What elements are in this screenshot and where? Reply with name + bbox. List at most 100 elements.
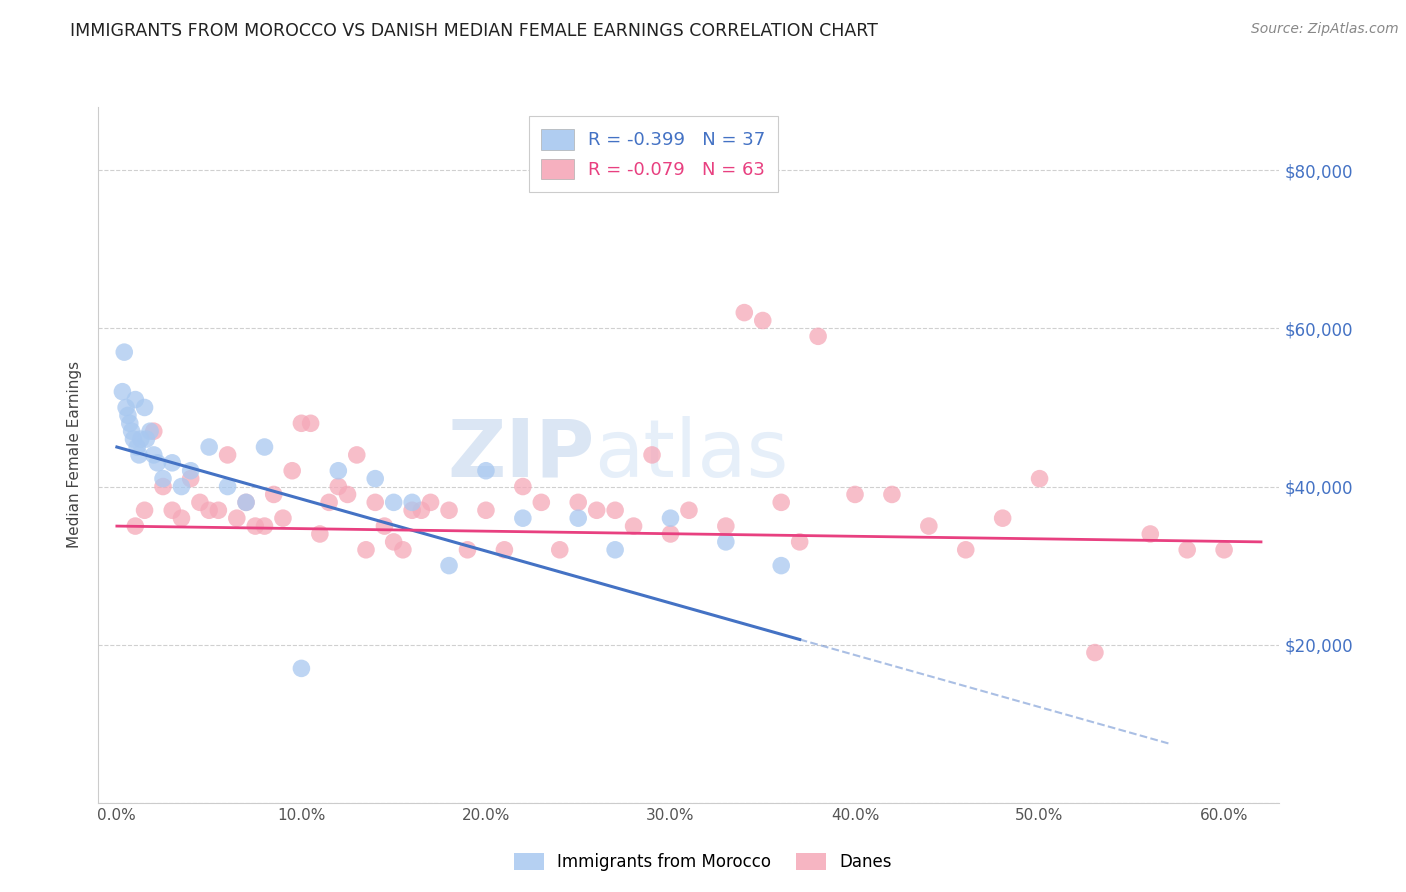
- Point: [180, 464, 202, 478]
- Point: [437, 503, 460, 517]
- Point: [1028, 472, 1050, 486]
- Point: [135, 432, 157, 446]
- Point: [336, 487, 359, 501]
- Point: [217, 479, 239, 493]
- Point: [263, 487, 285, 501]
- Point: [530, 495, 553, 509]
- Point: [290, 661, 312, 675]
- Text: atlas: atlas: [595, 416, 789, 494]
- Point: [751, 313, 773, 327]
- Point: [1175, 542, 1198, 557]
- Point: [789, 535, 811, 549]
- Point: [124, 519, 146, 533]
- Point: [955, 542, 977, 557]
- Point: [548, 542, 571, 557]
- Point: [364, 495, 387, 509]
- Point: [918, 519, 941, 533]
- Point: [121, 424, 143, 438]
- Point: [411, 503, 433, 517]
- Point: [290, 417, 312, 431]
- Point: [770, 495, 793, 509]
- Point: [364, 472, 387, 486]
- Point: [1213, 542, 1236, 557]
- Point: [162, 456, 183, 470]
- Point: [134, 503, 156, 517]
- Point: [807, 329, 830, 343]
- Point: [585, 503, 607, 517]
- Point: [659, 511, 682, 525]
- Point: [623, 519, 645, 533]
- Point: [346, 448, 368, 462]
- Point: [235, 495, 257, 509]
- Point: [152, 472, 174, 486]
- Point: [475, 503, 498, 517]
- Point: [678, 503, 700, 517]
- Point: [419, 495, 441, 509]
- Point: [844, 487, 866, 501]
- Point: [567, 511, 589, 525]
- Point: [991, 511, 1014, 525]
- Point: [170, 511, 193, 525]
- Legend: R = -0.399   N = 37, R = -0.079   N = 63: R = -0.399 N = 37, R = -0.079 N = 63: [529, 116, 779, 192]
- Point: [770, 558, 793, 573]
- Point: [112, 345, 135, 359]
- Point: [129, 432, 152, 446]
- Point: [733, 305, 755, 319]
- Point: [124, 392, 146, 407]
- Point: [714, 535, 737, 549]
- Point: [245, 519, 267, 533]
- Point: [253, 519, 276, 533]
- Point: [217, 448, 239, 462]
- Point: [117, 409, 139, 423]
- Point: [152, 479, 174, 493]
- Text: IMMIGRANTS FROM MOROCCO VS DANISH MEDIAN FEMALE EARNINGS CORRELATION CHART: IMMIGRANTS FROM MOROCCO VS DANISH MEDIAN…: [70, 22, 879, 40]
- Point: [328, 464, 350, 478]
- Point: [1139, 527, 1161, 541]
- Point: [139, 424, 162, 438]
- Point: [605, 503, 627, 517]
- Point: [437, 558, 460, 573]
- Point: [128, 448, 150, 462]
- Point: [373, 519, 395, 533]
- Point: [392, 542, 415, 557]
- Y-axis label: Median Female Earnings: Median Female Earnings: [67, 361, 83, 549]
- Point: [180, 472, 202, 486]
- Point: [207, 503, 229, 517]
- Point: [659, 527, 682, 541]
- Point: [111, 384, 134, 399]
- Text: Source: ZipAtlas.com: Source: ZipAtlas.com: [1251, 22, 1399, 37]
- Point: [401, 503, 423, 517]
- Point: [134, 401, 156, 415]
- Point: [118, 417, 141, 431]
- Point: [494, 542, 516, 557]
- Point: [198, 440, 221, 454]
- Point: [456, 542, 478, 557]
- Point: [142, 424, 165, 438]
- Point: [1084, 646, 1107, 660]
- Point: [146, 456, 169, 470]
- Point: [253, 440, 276, 454]
- Point: [567, 495, 589, 509]
- Point: [401, 495, 423, 509]
- Point: [641, 448, 664, 462]
- Point: [127, 440, 149, 454]
- Point: [309, 527, 332, 541]
- Point: [142, 448, 165, 462]
- Point: [281, 464, 304, 478]
- Point: [512, 511, 534, 525]
- Text: ZIP: ZIP: [447, 416, 595, 494]
- Point: [170, 479, 193, 493]
- Point: [198, 503, 221, 517]
- Point: [605, 542, 627, 557]
- Point: [512, 479, 534, 493]
- Point: [115, 401, 138, 415]
- Legend: Immigrants from Morocco, Danes: Immigrants from Morocco, Danes: [506, 845, 900, 880]
- Point: [318, 495, 340, 509]
- Point: [354, 542, 377, 557]
- Point: [188, 495, 211, 509]
- Point: [475, 464, 498, 478]
- Point: [714, 519, 737, 533]
- Point: [382, 535, 405, 549]
- Point: [235, 495, 257, 509]
- Point: [328, 479, 350, 493]
